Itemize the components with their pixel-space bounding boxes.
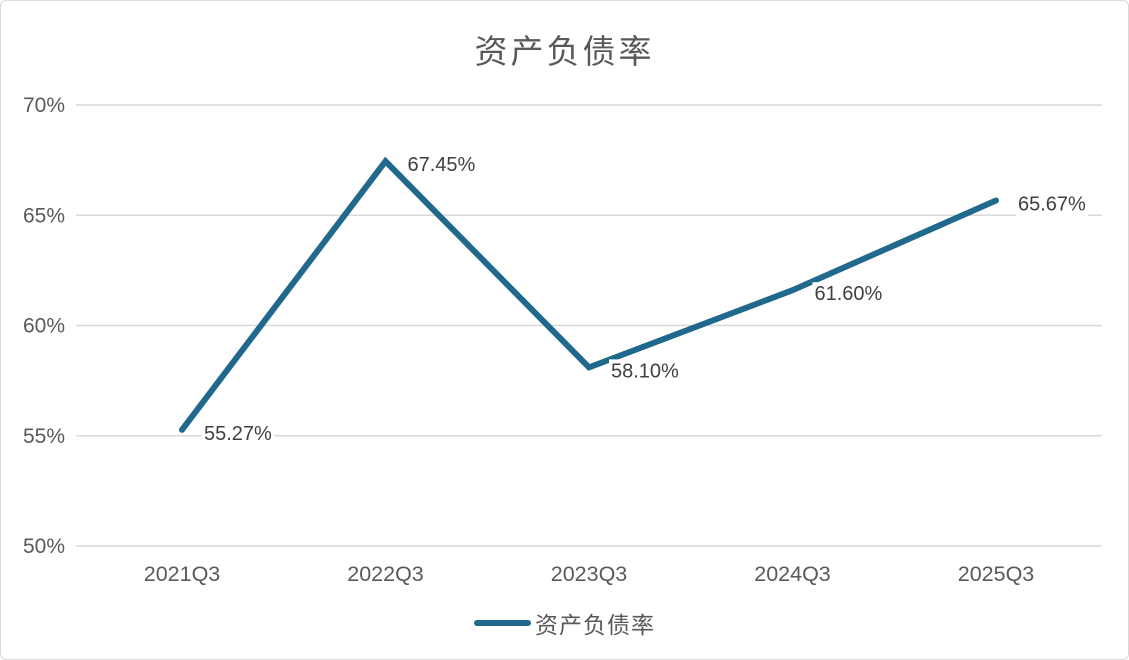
chart-title: 资产负债率 — [474, 33, 655, 70]
y-axis-tick-label: 55% — [23, 425, 65, 448]
x-axis-tick-label: 2025Q3 — [958, 562, 1035, 586]
data-point-label-backing — [609, 359, 682, 384]
legend-label: 资产负债率 — [535, 612, 655, 638]
data-point-label-backing — [1016, 192, 1089, 217]
data-point-label-backing — [405, 153, 478, 178]
data-point-label: 58.10% — [611, 360, 679, 382]
data-point-label: 55.27% — [204, 423, 272, 445]
data-point-label-backing — [812, 282, 885, 307]
y-axis-tick-label: 65% — [23, 204, 65, 227]
legend: 资产负债率 — [1, 607, 1128, 639]
x-axis-tick-label: 2023Q3 — [551, 562, 628, 586]
x-axis-tick-label: 2022Q3 — [347, 562, 424, 586]
data-point-label: 67.45% — [408, 154, 476, 176]
x-axis-tick-label: 2021Q3 — [144, 562, 221, 586]
y-axis-tick-label: 50% — [23, 535, 65, 558]
y-axis-tick-label: 60% — [23, 315, 65, 338]
data-point-label-backing — [202, 421, 275, 446]
line-chart: 70% 65% 60% 55% 50% 2021Q3 2022Q3 2023Q3 2024Q3 2… — [23, 94, 1102, 586]
legend-line-swatch — [474, 620, 531, 626]
x-axis-tick-label: 2024Q3 — [754, 562, 831, 586]
data-point-label: 65.67% — [1018, 193, 1086, 215]
data-point-label: 61.60% — [815, 283, 883, 305]
y-axis-tick-label: 70% — [23, 94, 65, 117]
data-series-line — [179, 156, 999, 433]
